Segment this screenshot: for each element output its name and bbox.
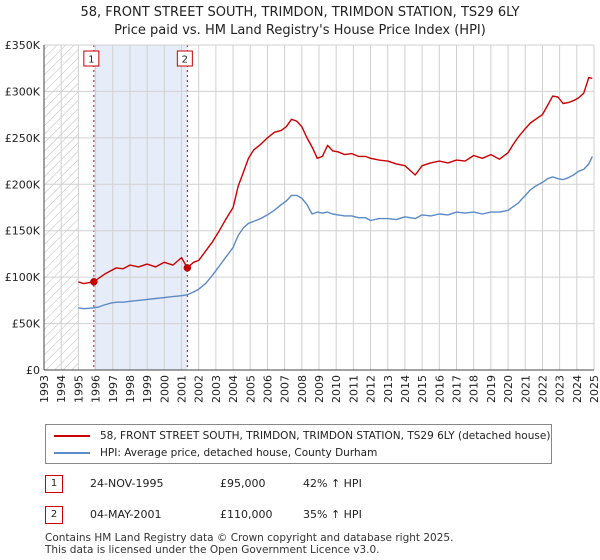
chart-subtitle: Price paid vs. HM Land Registry's House … xyxy=(114,23,486,38)
hpi-line xyxy=(78,156,593,310)
sale-date: 24-NOV-1995 xyxy=(90,477,164,490)
x-tick-label: 2009 xyxy=(313,375,326,403)
x-tick-label: 2012 xyxy=(365,375,378,403)
x-tick-label: 2018 xyxy=(468,375,481,403)
legend-item-hpi: HPI: Average price, detached house, Coun… xyxy=(54,445,377,461)
x-tick-label: 2015 xyxy=(416,375,429,403)
sale-point xyxy=(183,264,192,272)
x-tick-label: 2017 xyxy=(451,375,464,403)
legend-label-property: 58, FRONT STREET SOUTH, TRIMDON, TRIMDON… xyxy=(100,430,551,442)
x-tick-label: 2022 xyxy=(536,375,549,403)
y-tick-label: £300K xyxy=(5,85,41,98)
y-tick-label: £150K xyxy=(5,225,41,238)
sale-label-box xyxy=(83,50,100,67)
legend-item-property: 58, FRONT STREET SOUTH, TRIMDON, TRIMDON… xyxy=(54,428,550,444)
x-tick-label: 2001 xyxy=(176,375,189,403)
x-tick-label: 2005 xyxy=(244,375,257,403)
x-tick-label: 2021 xyxy=(519,375,532,403)
x-tick-label: 2024 xyxy=(571,375,584,403)
x-tick-label: 2025 xyxy=(588,375,600,403)
x-tick-label: 1996 xyxy=(90,375,103,403)
sale-hpi-change: 42% ↑ HPI xyxy=(303,477,362,490)
sale-number-badge: 2 xyxy=(45,506,63,524)
sale-date: 04-MAY-2001 xyxy=(90,508,162,521)
x-tick-label: 2004 xyxy=(227,375,240,403)
price-chart: 1 2 £0 £50K £100K £150K £200K £250K £300K £350K 1… xyxy=(5,39,600,403)
chart-title: 58, FRONT STREET SOUTH, TRIMDON, TRIMDON… xyxy=(80,5,520,20)
x-tick-label: 2000 xyxy=(158,375,171,403)
y-tick-label: £350K xyxy=(5,39,41,52)
x-tick-label: 1997 xyxy=(107,375,120,403)
x-tick-label: 1999 xyxy=(141,375,154,403)
x-tick-label: 1994 xyxy=(55,375,68,403)
sale-number-badge: 1 xyxy=(45,475,63,493)
sale-row-1: 1 24-NOV-1995 £95,000 42% ↑ HPI xyxy=(45,475,445,495)
x-tick-label: 2014 xyxy=(399,375,412,403)
footer-licence: This data is licensed under the Open Gov… xyxy=(45,544,380,556)
x-tick-label: 2008 xyxy=(296,375,309,403)
sale-price: £110,000 xyxy=(220,508,273,521)
property-price-line xyxy=(78,76,593,285)
sale-label-text: 1 xyxy=(88,55,94,66)
x-tick-label: 2016 xyxy=(433,375,446,403)
y-tick-label: £250K xyxy=(5,132,41,145)
y-tick-label: £50K xyxy=(12,318,41,331)
x-tick-label: 2010 xyxy=(330,375,343,403)
sale-point xyxy=(90,278,98,286)
legend-label-hpi: HPI: Average price, detached house, Coun… xyxy=(100,447,378,459)
y-tick-label: £0 xyxy=(26,364,40,377)
x-tick-label: 2006 xyxy=(261,375,274,403)
x-tick-label: 2011 xyxy=(347,375,360,403)
legend-swatch-property xyxy=(54,435,90,437)
legend-swatch-hpi xyxy=(54,452,90,454)
x-tick-label: 2007 xyxy=(279,375,292,403)
x-tick-label: 2002 xyxy=(193,375,206,403)
legend: 58, FRONT STREET SOUTH, TRIMDON, TRIMDON… xyxy=(45,424,552,464)
footer-copyright: Contains HM Land Registry data © Crown c… xyxy=(45,532,454,544)
x-tick-label: 2003 xyxy=(210,375,223,403)
x-tick-label: 1995 xyxy=(72,375,85,403)
x-tick-label: 2019 xyxy=(485,375,498,403)
x-tick-label: 1993 xyxy=(38,375,51,403)
x-tick-label: 2013 xyxy=(382,375,395,403)
y-tick-label: £100K xyxy=(5,271,41,284)
sale-label-box xyxy=(176,50,193,67)
sale-period-shade xyxy=(93,45,188,370)
x-tick-label: 1998 xyxy=(124,375,137,403)
sale-row-2: 2 04-MAY-2001 £110,000 35% ↑ HPI xyxy=(45,506,445,526)
sale-price: £95,000 xyxy=(220,477,266,490)
sale-hpi-change: 35% ↑ HPI xyxy=(303,508,362,521)
sale-label-text: 2 xyxy=(182,55,188,66)
y-tick-label: £200K xyxy=(5,178,41,191)
x-tick-label: 2023 xyxy=(554,375,567,403)
x-tick-label: 2020 xyxy=(502,375,515,403)
